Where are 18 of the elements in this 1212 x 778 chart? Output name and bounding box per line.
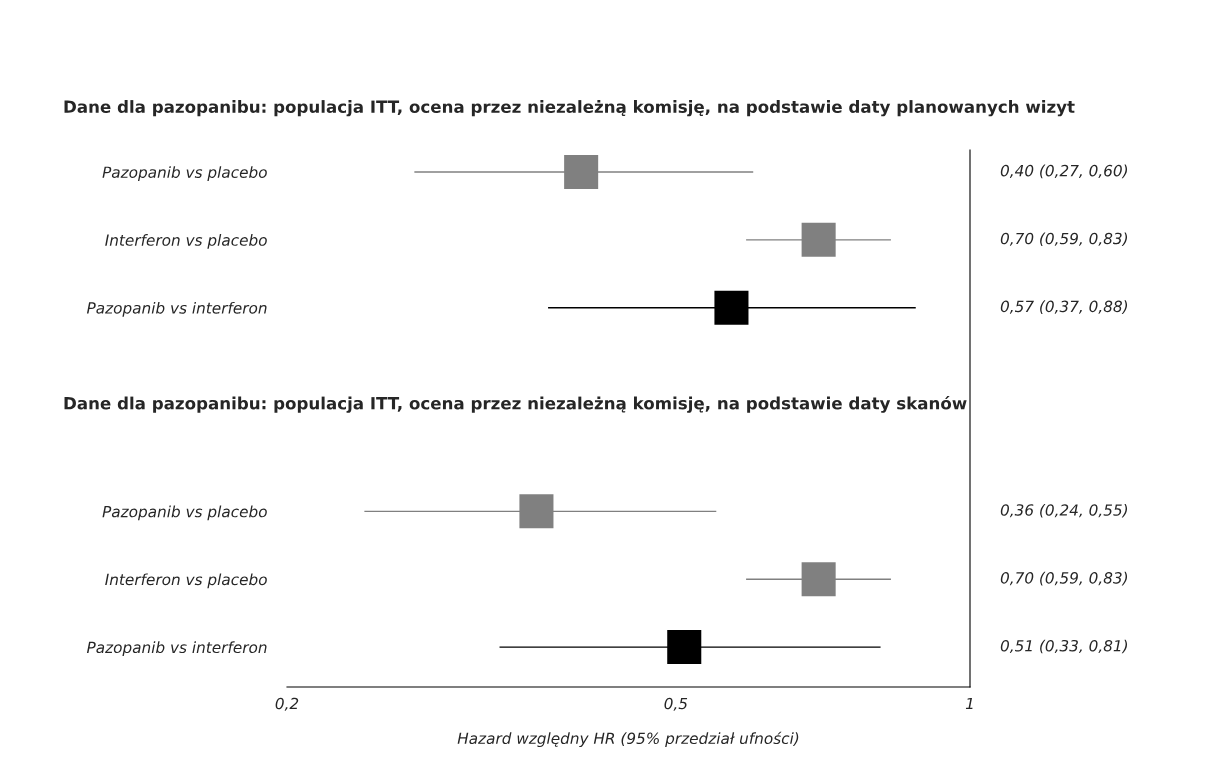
x-tick-label: 1 (965, 697, 973, 710)
y-tick-label: Pazopanib vs interferon (86, 641, 267, 657)
y-tick-label: Pazopanib vs interferon (86, 301, 267, 317)
annotation: Dane dla pazopanibu: populacja ITT, ocena przez niezależną komisję, na podstawie daty skanów (64, 395, 967, 413)
data-label: 0,70 (0,59, 0,83) (1000, 571, 1128, 586)
y-tick-label: Pazopanib vs placebo (102, 166, 267, 181)
x-axis-title: Hazard względny HR (95% przedział ufności) (457, 731, 799, 748)
y-tick-label: Interferon vs placebo (105, 573, 267, 589)
y-tick-label: Interferon vs placebo (105, 234, 267, 249)
data-label: 0,57 (0,37, 0,88) (1000, 300, 1128, 314)
x-tick-label: 0,5 (664, 697, 688, 711)
y-tick-label: Pazopanib vs placebo (102, 505, 267, 521)
chart-title: Dane dla pazopanibu: populacja ITT, ocena przez niezależną komisję, na podstawie daty planowanych wizyt (64, 100, 1075, 117)
data-label: 0,51 (0,33, 0,81) (1000, 639, 1128, 654)
data-label: 0,70 (0,59, 0,83) (1000, 232, 1128, 247)
data-label: 0,36 (0,24, 0,55) (1000, 503, 1128, 518)
data-label: 0,40 (0,27, 0,60) (1000, 164, 1128, 179)
x-tick-label: 0,2 (275, 697, 299, 711)
